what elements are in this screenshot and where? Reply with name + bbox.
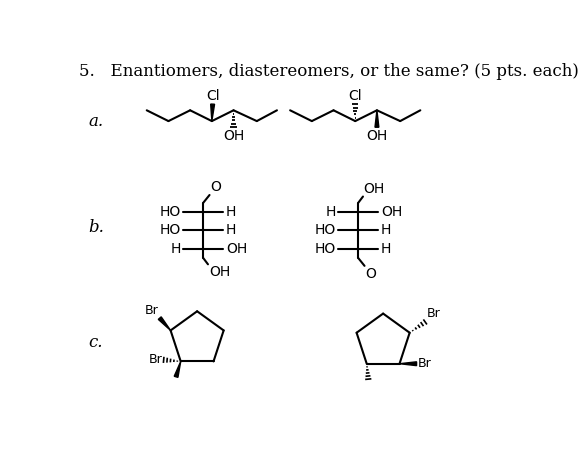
Text: H: H	[325, 205, 336, 219]
Text: H: H	[381, 223, 391, 237]
Text: 5.   Enantiomers, diastereomers, or the same? (5 pts. each): 5. Enantiomers, diastereomers, or the sa…	[80, 63, 579, 79]
Text: Br: Br	[144, 304, 158, 317]
Text: H: H	[226, 205, 236, 219]
Text: HO: HO	[315, 242, 336, 256]
Text: O: O	[365, 266, 376, 281]
Text: OH: OH	[226, 242, 247, 256]
Polygon shape	[211, 104, 215, 121]
Text: c.: c.	[88, 334, 103, 352]
Text: Br: Br	[426, 307, 441, 321]
Polygon shape	[159, 317, 171, 330]
Text: OH: OH	[381, 205, 402, 219]
Polygon shape	[174, 361, 181, 377]
Text: OH: OH	[209, 265, 230, 279]
Text: HO: HO	[160, 223, 181, 237]
Text: O: O	[210, 180, 221, 194]
Text: Cl: Cl	[206, 89, 219, 102]
Text: a.: a.	[88, 113, 104, 130]
Polygon shape	[375, 110, 379, 127]
Text: Cl: Cl	[349, 89, 362, 102]
Polygon shape	[400, 362, 417, 366]
Text: b.: b.	[88, 219, 105, 236]
Text: H: H	[226, 223, 236, 237]
Text: Br: Br	[149, 353, 162, 367]
Text: HO: HO	[160, 205, 181, 219]
Text: H: H	[381, 242, 391, 256]
Text: Br: Br	[418, 357, 432, 370]
Text: HO: HO	[315, 223, 336, 237]
Text: OH: OH	[223, 129, 244, 143]
Text: H: H	[170, 242, 181, 256]
Text: OH: OH	[364, 182, 385, 196]
Text: OH: OH	[366, 129, 387, 143]
